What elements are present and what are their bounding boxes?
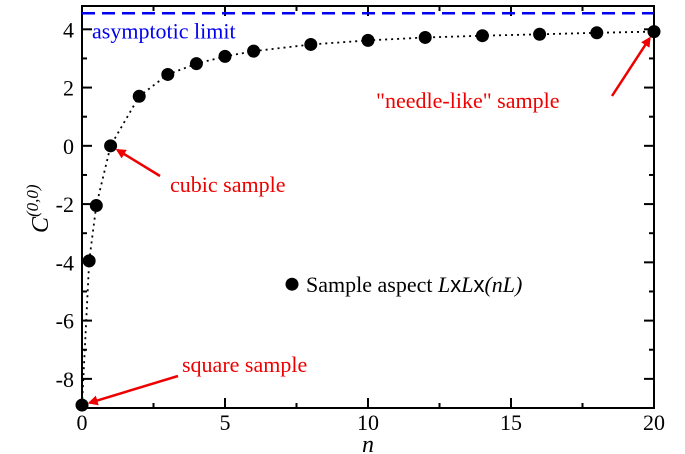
data-point [590,26,604,40]
series-line [81,30,655,406]
data-point [247,44,261,58]
legend-label-part: L [437,272,450,297]
legend-label-part: (nL) [484,272,522,297]
annotation-arrow [610,36,651,97]
x-tick-label: 0 [77,410,88,435]
x-tick-label: 20 [643,410,665,435]
legend-label-part: L [460,272,473,297]
data-point [418,30,432,44]
data-point [75,398,89,412]
data-point [475,29,489,43]
x-tick-label: 10 [357,410,379,435]
data-point [218,49,232,63]
annotation-label: square sample [182,352,307,377]
x-tick-label: 15 [500,410,522,435]
data-point [132,89,146,103]
y-axis-title: C(0,0) [23,184,54,233]
data-point [647,25,661,39]
data-point [304,37,318,51]
data-point [189,57,203,71]
y-tick-label: -4 [56,250,74,275]
annotation-label: cubic sample [170,172,285,197]
data-point [361,33,375,47]
plot-frame [81,5,655,409]
y-axis-title-base: C [28,216,54,233]
x-tick-label: 5 [220,410,231,435]
legend-label: Sample aspect LxLx(nL) [306,272,522,297]
legend-label-part: Sample aspect [306,272,438,297]
y-tick-label: 0 [63,134,74,159]
data-point [82,254,96,268]
data-point [161,67,175,81]
annotation-label: "needle-like" sample [376,88,560,113]
annotation-arrow [115,148,161,178]
annotation-arrow [87,374,179,406]
legend-marker [285,277,299,291]
y-tick-label: 2 [63,76,74,101]
data-point [104,139,118,153]
legend-label-part: x [450,272,461,297]
asymptote-label: asymptotic limit [92,18,236,43]
y-tick-label: -6 [56,309,74,334]
y-tick-label: -2 [56,192,74,217]
data-point [89,199,103,213]
x-axis-title: n [362,432,374,454]
y-tick-label: 4 [63,17,74,42]
data-point [533,27,547,41]
y-tick-label: -8 [56,367,74,392]
y-axis-title-superscript: (0,0) [23,184,42,217]
legend-label-part: x [473,272,484,297]
